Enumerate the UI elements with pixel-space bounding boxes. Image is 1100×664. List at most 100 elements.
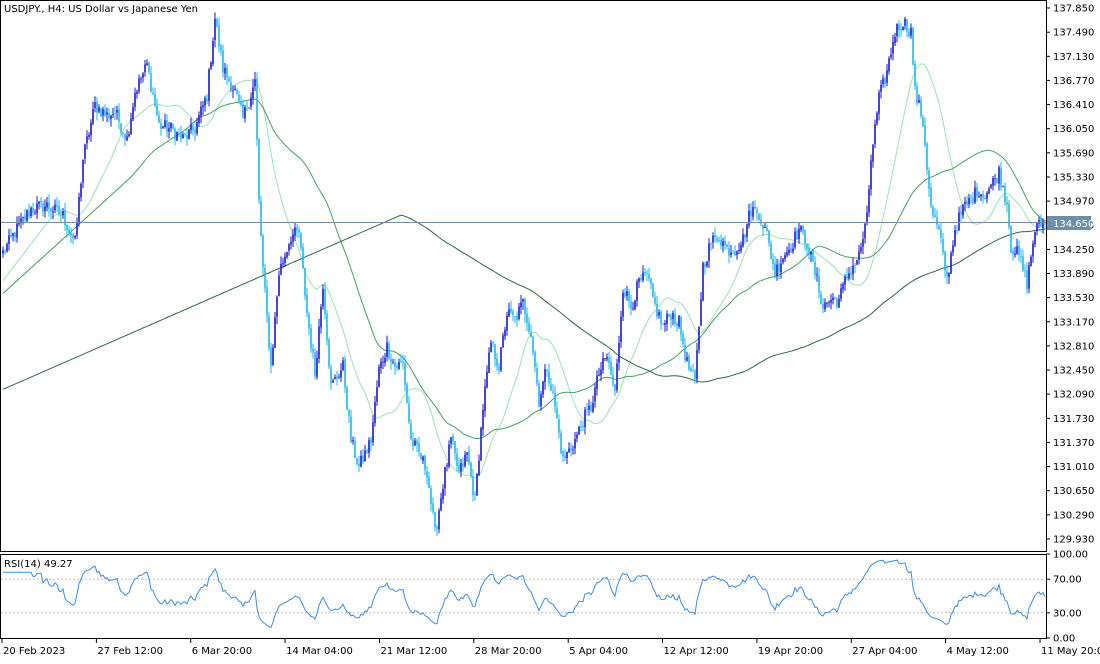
candle-body (42, 203, 44, 213)
candle-body (732, 252, 734, 254)
candle-body (708, 243, 710, 261)
candle-body (710, 242, 712, 244)
candle-body (650, 278, 652, 285)
candle-body (618, 343, 620, 363)
candle-body (66, 225, 68, 230)
candle-body (760, 219, 762, 224)
candle-body (242, 104, 244, 118)
price-pane-frame (0, 0, 1047, 552)
candle-body (190, 124, 192, 130)
candle-body (284, 256, 286, 263)
candle-body (108, 113, 110, 119)
candle-body (976, 187, 978, 197)
candle-body (288, 244, 290, 251)
candle-body (854, 265, 856, 266)
candle-body (818, 275, 820, 293)
time-axis: 20 Feb 2023 27 Feb 12:00 6 Mar 20:00 14 Mar… (1, 638, 1100, 657)
candle-body (446, 465, 448, 467)
candle-body (816, 274, 818, 276)
candle-body (700, 299, 702, 326)
candle-body (964, 201, 966, 205)
candle-body (738, 250, 740, 251)
candle-body (500, 347, 502, 371)
candle-body (632, 307, 634, 309)
candle-body (764, 227, 766, 228)
candle-body (132, 106, 134, 120)
candle-body (82, 159, 84, 183)
candle-body (536, 368, 538, 384)
candle-body (694, 371, 696, 380)
price-tick-label: 136.410 (1053, 100, 1094, 111)
candle-body (722, 241, 724, 246)
candle-body (120, 123, 122, 133)
candle-body (356, 458, 358, 465)
candle-body (64, 210, 66, 226)
candle-body (666, 313, 668, 324)
candle-body (126, 136, 128, 141)
candle-body (426, 471, 428, 478)
price-tick-label: 131.370 (1053, 438, 1094, 449)
candle-body (884, 78, 886, 84)
candle-body (10, 235, 12, 237)
candle-body (936, 217, 938, 225)
candle-body (338, 377, 340, 379)
candle-body (436, 527, 438, 529)
candle-body (128, 134, 130, 137)
candle-body (30, 208, 32, 216)
candle-body (464, 454, 466, 467)
candle-body (924, 125, 926, 145)
candle-body (582, 426, 584, 427)
candle-body (470, 462, 472, 477)
candle-body (340, 370, 342, 378)
candle-body (178, 132, 180, 134)
candle-body (308, 314, 310, 329)
candle-body (856, 259, 858, 265)
candle-body (932, 206, 934, 216)
price-tick-label: 132.450 (1053, 366, 1094, 377)
candle-body (406, 384, 408, 403)
candle-body (218, 25, 220, 46)
candle-body (528, 322, 530, 332)
candle-body (942, 239, 944, 253)
candle-body (216, 19, 218, 27)
candle-body (544, 369, 546, 383)
candle-body (830, 300, 832, 303)
candle-body (872, 144, 874, 162)
candle-body (368, 440, 370, 453)
candle-body (424, 455, 426, 470)
candle-body (236, 89, 238, 94)
candle-body (164, 120, 166, 127)
chart-title: USDJPY., H4: US Dollar vs Japanese Yen (4, 4, 198, 15)
candle-body (654, 297, 656, 304)
candle-body (362, 455, 364, 462)
candle-body (1014, 253, 1016, 255)
candle-body (322, 288, 324, 307)
candle-body (476, 473, 478, 496)
candle-body (512, 311, 514, 316)
candle-body (168, 127, 170, 132)
candle-body (90, 122, 92, 136)
candle-body (154, 94, 156, 106)
candle-body (344, 359, 346, 388)
candle-body (846, 275, 848, 279)
candle-body (804, 230, 806, 244)
candle-body (968, 198, 970, 205)
price-tick-label: 137.490 (1053, 28, 1094, 39)
candle-body (930, 187, 932, 206)
price-tick-label: 135.330 (1053, 173, 1094, 184)
candle-body (806, 243, 808, 250)
candle-body (752, 207, 754, 217)
candle-body (380, 361, 382, 369)
candle-body (348, 410, 350, 417)
candle-body (468, 451, 470, 464)
candle-body (1004, 185, 1006, 202)
candle-body (526, 313, 528, 324)
candle-body (84, 144, 86, 159)
candle-body (458, 465, 460, 472)
candle-body (522, 299, 524, 302)
candle-body (1032, 243, 1034, 257)
candle-body (596, 375, 598, 389)
candle-body (116, 109, 118, 113)
